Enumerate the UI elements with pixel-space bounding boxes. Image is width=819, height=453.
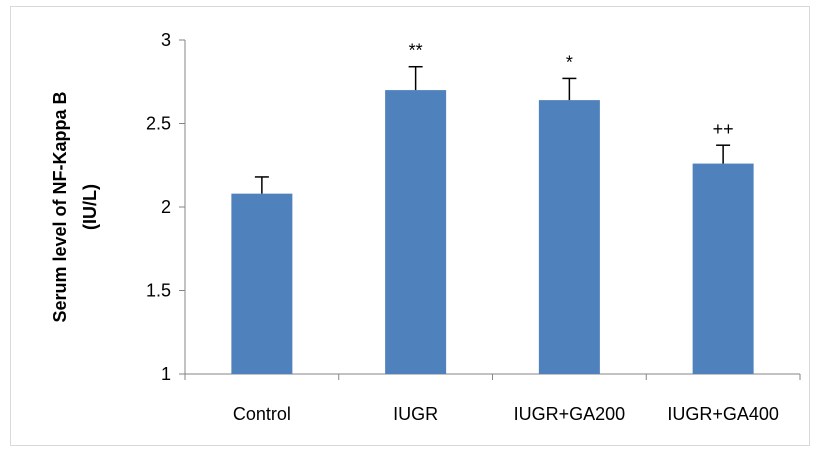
y-axis-title-line-1: Serum level of NF-Kappa B [50,91,70,322]
significance-label: * [566,52,573,72]
bar [692,163,754,374]
significance-label: ++ [713,119,734,139]
y-tick-label: 2 [161,197,171,217]
y-tick-label: 1 [161,364,171,384]
y-axis-title-line-2: (IU/L) [80,184,100,230]
x-tick-label: Control [233,404,291,424]
bars [231,65,754,375]
x-tick-label: IUGR+GA400 [667,404,779,424]
y-tick-label: 1.5 [146,281,171,301]
y-axis-title: Serum level of NF-Kappa B (IU/L) [50,91,100,322]
y-tick-label: 3 [161,30,171,50]
y-tick-label: 2.5 [146,114,171,134]
significance-label: ** [409,41,423,61]
bar [385,90,447,374]
x-tick-label: IUGR+GA200 [514,404,626,424]
bar [231,193,293,374]
x-tick-label: IUGR [393,404,438,424]
bar [538,100,600,375]
labels: 1 1.5 2 2.5 3 Control ** IUGR * IUGR+GA200 ++ IUGR+… [146,30,779,424]
